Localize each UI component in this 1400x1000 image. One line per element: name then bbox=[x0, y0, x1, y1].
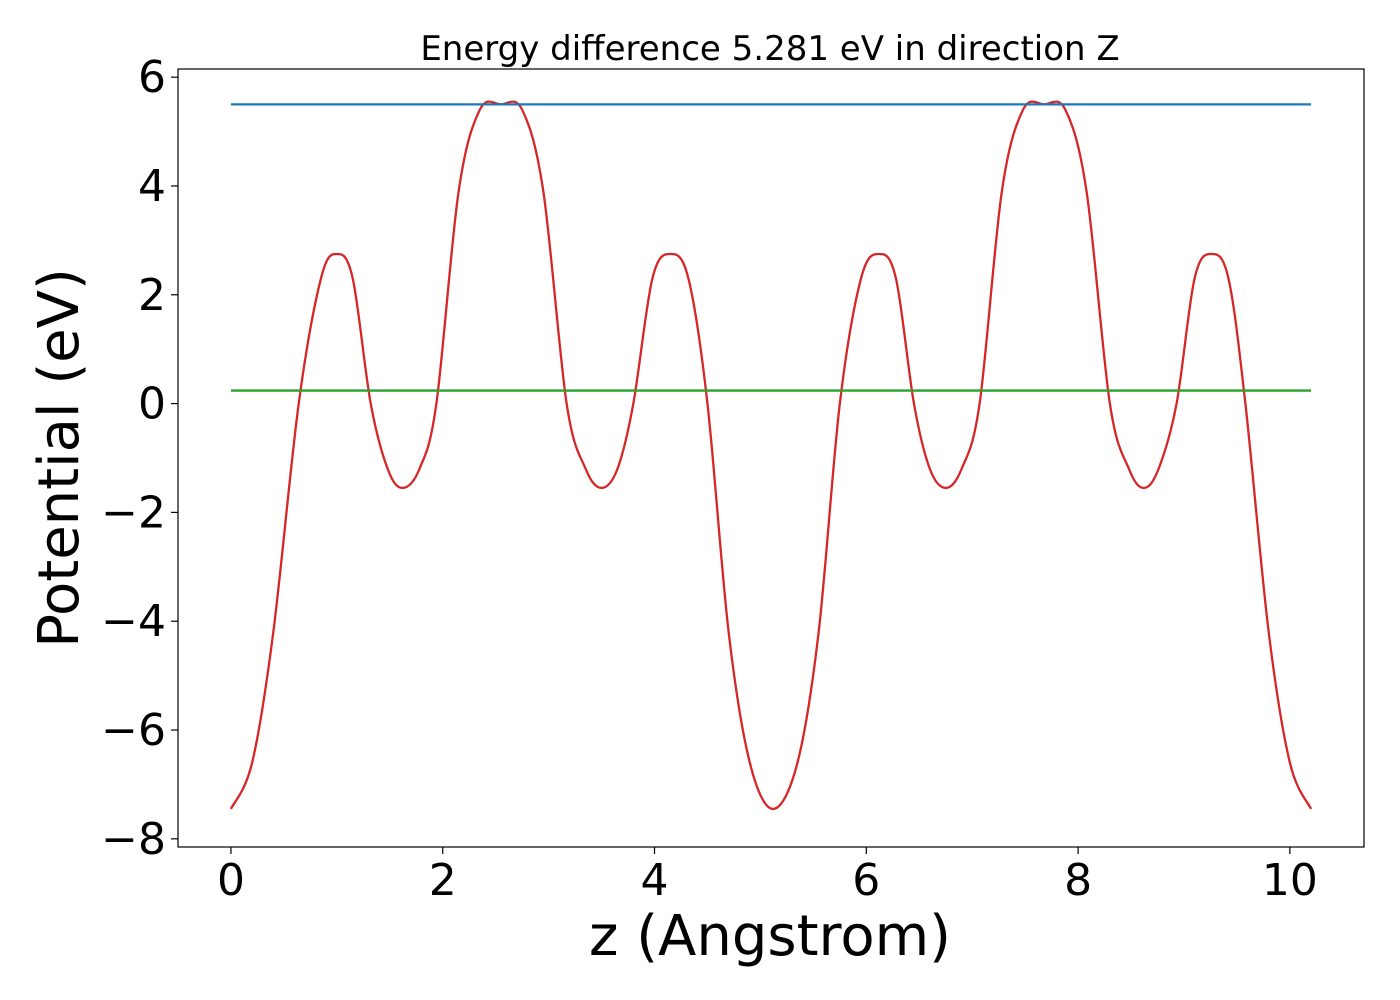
x-tick-label: 0 bbox=[217, 855, 245, 906]
x-tick-label: 4 bbox=[641, 855, 669, 906]
y-tick-label: 4 bbox=[138, 161, 166, 212]
y-axis-label: Potential (eV) bbox=[27, 268, 92, 648]
y-tick-label: 0 bbox=[138, 379, 166, 430]
y-tick-label: −6 bbox=[101, 705, 166, 756]
series-layer bbox=[229, 100, 1313, 811]
y-tick-label: −2 bbox=[101, 487, 166, 538]
x-tick-label: 6 bbox=[852, 855, 880, 906]
x-tick-label: 8 bbox=[1064, 855, 1092, 906]
plot-frame bbox=[177, 68, 1365, 848]
y-tick-label: −4 bbox=[101, 596, 166, 647]
x-axis-ticks: 0 2 4 6 8 10 bbox=[217, 847, 1318, 906]
x-tick-label: 10 bbox=[1262, 855, 1318, 906]
chart-title: Energy difference 5.281 eV in direction … bbox=[420, 29, 1119, 69]
x-tick-label: 2 bbox=[429, 855, 457, 906]
x-axis-label: z (Angstrom) bbox=[589, 904, 951, 969]
y-tick-label: 6 bbox=[138, 52, 166, 103]
y-tick-label: 2 bbox=[138, 270, 166, 321]
y-axis-ticks: −8 −6 −4 −2 0 2 4 6 bbox=[101, 52, 178, 865]
series-line-1 bbox=[229, 100, 1313, 811]
y-tick-label: −8 bbox=[101, 814, 166, 865]
